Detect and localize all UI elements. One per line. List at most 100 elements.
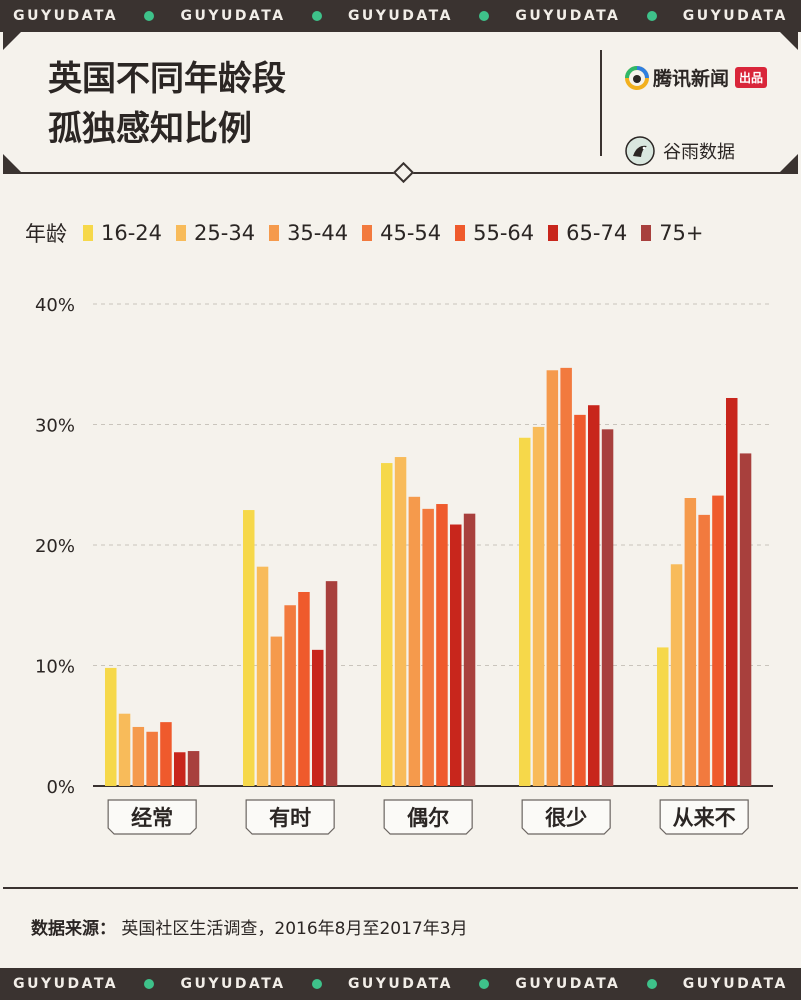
- page-title: 英国不同年龄段 孤独感知比例: [48, 54, 286, 154]
- chart-legend: 年龄 16-24 25-34 35-44 45-54 55-64 65-74 75+: [25, 218, 718, 248]
- tencent-logo-text: 腾讯新闻: [653, 68, 730, 90]
- category-label: 从来不: [673, 806, 736, 830]
- bar: [546, 370, 559, 786]
- bar-chart: 0% 10% 20% 30% 40% 经常 有时 偶尔 很少 从来不: [35, 295, 773, 835]
- category-label-box: [383, 799, 473, 835]
- legend-swatch: [362, 225, 373, 241]
- band-text: GUYUDATA: [515, 976, 621, 992]
- bar: [588, 405, 600, 786]
- legend-label: 65-74: [566, 221, 628, 245]
- bar: [532, 426, 545, 786]
- band-text: GUYUDATA: [347, 8, 453, 24]
- band-text: GUYUDATA: [180, 976, 286, 992]
- legend-label: 55-64: [473, 221, 535, 245]
- category-label-box: [659, 799, 749, 835]
- band-dot: [479, 11, 490, 21]
- band-dot: [646, 979, 657, 989]
- legend-title: 年龄: [25, 222, 67, 246]
- band-dot: [311, 11, 322, 21]
- legend-swatch: [83, 225, 93, 241]
- bottom-brand-band: GUYUDATA GUYUDATA GUYUDATA GUYUDATA GUYU…: [0, 968, 801, 1000]
- legend-label: 45-54: [380, 221, 442, 245]
- legend-item: 16-24: [83, 221, 162, 245]
- bar: [146, 731, 158, 786]
- category-label-box: [107, 799, 197, 835]
- legend-swatch: [455, 225, 466, 241]
- source-separator: ：: [99, 919, 116, 939]
- header: 英国不同年龄段 孤独感知比例 腾讯新闻 出品 谷雨数据: [3, 32, 798, 172]
- bar: [298, 591, 310, 786]
- bar: [270, 636, 283, 786]
- source-note: 数据来源： 英国社区生活调查，2016年8月至2017年3月: [31, 914, 468, 939]
- band-text: GUYUDATA: [13, 976, 119, 992]
- guyu-bird-icon: [625, 136, 655, 166]
- bar: [463, 513, 476, 786]
- bar: [408, 496, 421, 786]
- bar: [187, 751, 200, 786]
- y-tick-label: 30%: [35, 416, 75, 437]
- header-divider: [600, 50, 602, 156]
- tencent-logo-badge: 出品: [735, 67, 768, 88]
- band-text: GUYUDATA: [347, 976, 453, 992]
- source-label: 数据来源: [31, 919, 99, 939]
- bar: [312, 649, 324, 786]
- y-tick-label: 10%: [35, 657, 75, 678]
- category-label: 有时: [269, 806, 311, 830]
- bar: [284, 605, 296, 786]
- bar: [132, 726, 145, 786]
- bar: [118, 713, 131, 786]
- category-label: 偶尔: [407, 806, 449, 830]
- legend-label: 16-24: [101, 221, 163, 245]
- legend-label: 35-44: [287, 221, 349, 245]
- category-label: 经常: [131, 806, 173, 830]
- tencent-logo-icon: [625, 65, 649, 90]
- top-brand-band: GUYUDATA GUYUDATA GUYUDATA GUYUDATA GUYU…: [0, 0, 801, 32]
- title-line-1: 英国不同年龄段: [48, 59, 286, 99]
- bar: [560, 367, 572, 786]
- bar: [256, 566, 269, 786]
- bar: [670, 564, 683, 786]
- title-line-2: 孤独感知比例: [48, 109, 252, 149]
- bar: [726, 397, 738, 786]
- band-dot: [144, 11, 155, 21]
- band-dot: [479, 979, 490, 989]
- category-label-box: [245, 799, 335, 835]
- band-text: GUYUDATA: [13, 8, 119, 24]
- bar: [698, 514, 710, 786]
- guyu-logo-text: 谷雨数据: [663, 142, 735, 163]
- bar: [325, 581, 338, 786]
- band-text: GUYUDATA: [515, 8, 621, 24]
- band-text: GUYUDATA: [682, 976, 788, 992]
- legend-item: 45-54: [362, 221, 441, 245]
- band-dot: [311, 979, 322, 989]
- band-dot: [646, 11, 657, 21]
- bar: [601, 429, 614, 786]
- legend-swatch: [176, 225, 187, 241]
- bar: [684, 498, 697, 786]
- bar: [739, 453, 752, 786]
- legend-item: 65-74: [548, 221, 627, 245]
- corner-marks: [3, 32, 798, 172]
- bar: [394, 457, 407, 786]
- band-dot: [144, 979, 155, 989]
- legend-label: 75+: [659, 221, 704, 245]
- legend-item: 75+: [641, 221, 704, 245]
- legend-item: 55-64: [455, 221, 534, 245]
- legend-swatch: [641, 225, 652, 241]
- footer-line: [3, 887, 798, 889]
- bar: [174, 752, 186, 786]
- bar: [243, 510, 255, 786]
- guyu-data-logo: 谷雨数据: [625, 136, 735, 166]
- bar: [574, 414, 586, 786]
- poster-frame: 英国不同年龄段 孤独感知比例 腾讯新闻 出品 谷雨数据 年龄 16-: [3, 32, 798, 968]
- bar: [422, 508, 434, 786]
- category-label-box: [521, 799, 611, 835]
- category-label: 很少: [545, 806, 587, 830]
- band-text: GUYUDATA: [682, 8, 788, 24]
- legend-label: 25-34: [194, 221, 256, 245]
- y-tick-label: 40%: [35, 295, 75, 316]
- legend-item: 25-34: [176, 221, 255, 245]
- bar: [657, 647, 669, 786]
- bar: [712, 495, 724, 786]
- y-tick-label: 0%: [46, 777, 75, 798]
